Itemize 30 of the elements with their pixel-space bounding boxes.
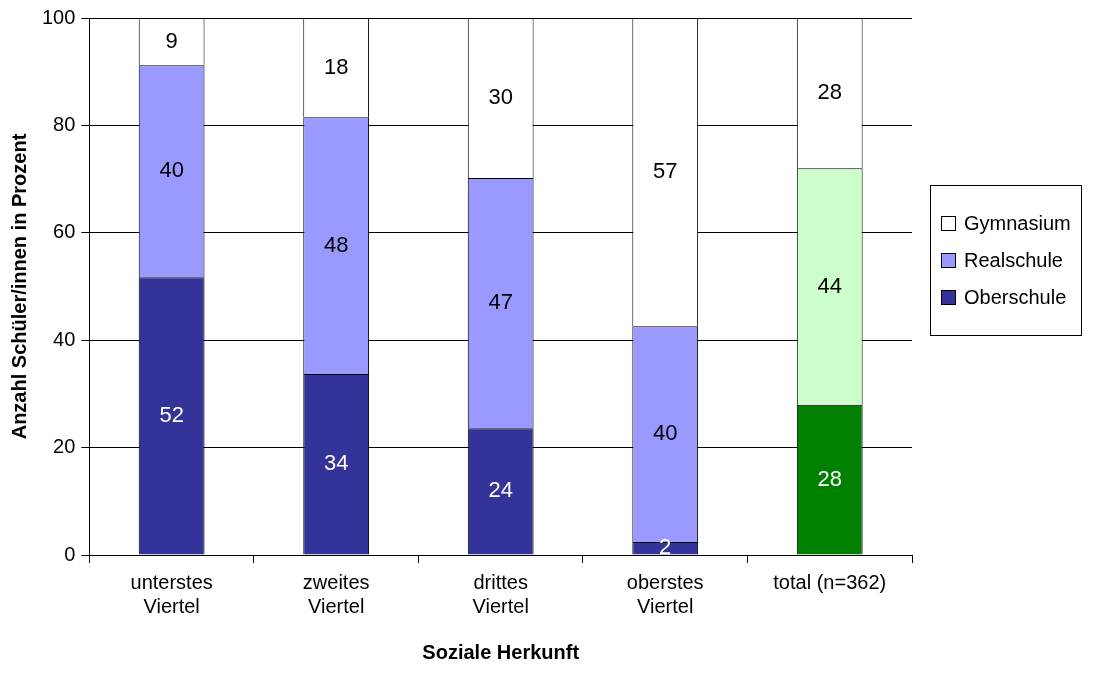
data-label: 28 bbox=[817, 465, 842, 491]
y-axis-title: Anzahl Schüler/innen in Prozent bbox=[7, 133, 30, 440]
data-label: 30 bbox=[488, 84, 513, 110]
data-label: 47 bbox=[488, 289, 513, 315]
data-label: 44 bbox=[817, 272, 842, 298]
x-tick-label: drittes Viertel bbox=[472, 570, 529, 617]
x-axis-title: Soziale Herkunft bbox=[422, 640, 580, 663]
data-label: 24 bbox=[488, 477, 513, 503]
y-tick-label: 20 bbox=[53, 435, 76, 458]
data-label: 34 bbox=[323, 450, 349, 476]
x-tick-label: total (n=362) bbox=[773, 570, 887, 593]
y-tick-label: 80 bbox=[53, 112, 76, 135]
text: Gymnasium bbox=[964, 212, 1071, 235]
data-label: 52 bbox=[159, 402, 184, 427]
y-tick-label: 0 bbox=[64, 542, 76, 565]
legend-label: Oberschule bbox=[964, 286, 1067, 309]
data-label: 18 bbox=[323, 53, 349, 79]
y-tick-label: 60 bbox=[53, 220, 76, 243]
data-label: 40 bbox=[159, 157, 184, 183]
data-label: 48 bbox=[323, 231, 349, 257]
x-tick-label: unterstes Viertel bbox=[130, 570, 213, 617]
data-label: 40 bbox=[652, 420, 678, 446]
data-label: 28 bbox=[817, 79, 842, 105]
data-label: 57 bbox=[652, 158, 678, 184]
y-tick-label: 40 bbox=[53, 327, 76, 350]
x-tick-label: oberstes Viertel bbox=[626, 570, 704, 617]
y-tick-label: 100 bbox=[41, 5, 76, 28]
legend-label: Realschule bbox=[964, 249, 1063, 272]
data-label: 9 bbox=[165, 27, 178, 53]
x-tick-label: zweites Viertel bbox=[302, 570, 370, 617]
